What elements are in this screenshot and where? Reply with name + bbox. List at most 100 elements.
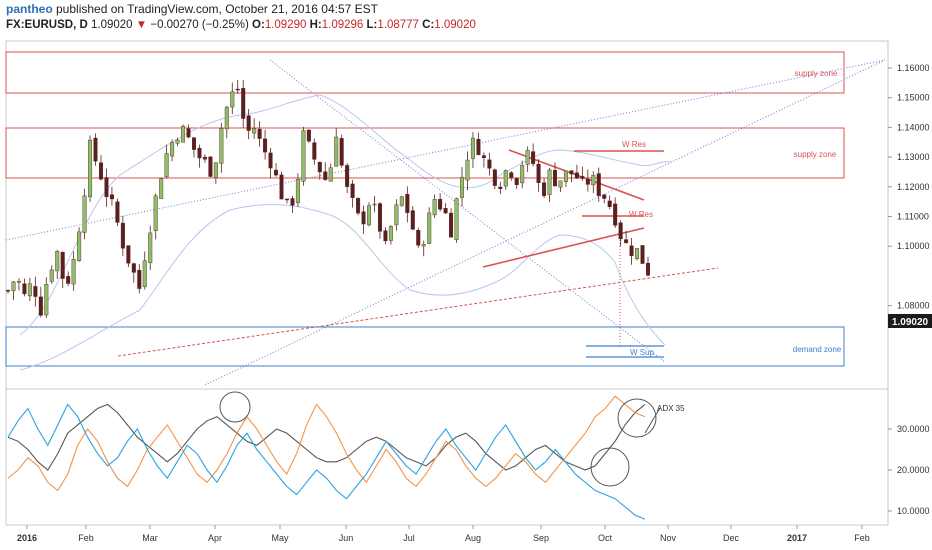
candle-body (591, 175, 596, 186)
candle-body (498, 186, 503, 189)
candle-body (640, 245, 645, 264)
candle-body (509, 172, 514, 178)
time-tick-label: 2017 (787, 533, 807, 543)
candle-body (553, 170, 558, 187)
candle-body (257, 128, 262, 139)
candle-body (312, 142, 317, 160)
adx-label: ADX 35 (657, 404, 685, 413)
candle-body (323, 171, 328, 180)
candle-body (11, 281, 16, 292)
di-plus-line (7, 395, 646, 492)
w-res-label-2: W Res (629, 210, 653, 219)
candle-body (164, 153, 169, 178)
candle-body (279, 174, 284, 200)
candle-body (460, 176, 465, 198)
low-value: 1.08777 (377, 19, 419, 31)
candle-body (635, 248, 640, 259)
candle-body (585, 178, 590, 185)
supply-zone-upper (5, 51, 845, 94)
candle-body (563, 170, 568, 182)
candle-body (44, 284, 49, 316)
candle-body (191, 137, 196, 150)
candle-body (356, 198, 361, 214)
candle-body (142, 260, 147, 288)
candle-body (547, 169, 552, 195)
indicator-pane-frame (5, 388, 889, 526)
candle-body (596, 173, 601, 196)
adx-pointer-line (644, 407, 661, 434)
candle-body (202, 156, 207, 160)
candle-body (646, 262, 651, 276)
descending-diagonal (269, 59, 666, 363)
price-tick-label: 1.15000 (897, 93, 930, 103)
published-text: published on TradingView.com, October 21… (52, 2, 378, 16)
candle-body (569, 170, 574, 175)
candle-body (16, 281, 21, 283)
candle-body (159, 178, 164, 199)
candle-body (394, 204, 399, 226)
candle-body (503, 170, 508, 187)
candle-body (284, 198, 289, 201)
adx-tick-label: 20.0000 (897, 465, 930, 475)
symbol-label: FX:EURUSD, D (6, 19, 88, 31)
change-value: −0.00270 (−0.25%) (150, 19, 249, 31)
candle-body (317, 161, 322, 173)
price-tick-label: 1.10000 (897, 241, 930, 251)
candle-body (607, 200, 612, 207)
candle-body (405, 194, 410, 213)
candle-body (618, 222, 623, 240)
last-price: 1.09020 (90, 19, 133, 31)
candle-body (274, 169, 279, 176)
price-axis-ticks: 1.16000 1.15000 1.14000 1.13000 1.12000 1.110… (888, 63, 930, 311)
candle-body (224, 106, 229, 130)
time-tick-label: Dec (723, 533, 740, 543)
supply-zone-label-2: supply zone (794, 150, 837, 159)
candlestick-series (5, 79, 651, 318)
candle-body (514, 178, 519, 185)
price-tick-label: 1.11000 (897, 212, 929, 222)
candle-body (454, 198, 459, 240)
time-tick-label: Sep (533, 533, 549, 543)
adx-peak-circle (219, 391, 251, 423)
candle-body (55, 251, 60, 272)
candle-body (175, 139, 180, 144)
open-label: O: (252, 19, 265, 31)
supply-zone-lower (5, 127, 845, 179)
candle-body (306, 129, 311, 142)
candle-body (252, 128, 257, 134)
w-sup-label: W Sup (630, 348, 655, 357)
time-tick-label: Nov (660, 533, 677, 543)
crossover-circle (590, 447, 630, 487)
candle-body (131, 263, 136, 273)
adx-tick-label: 30.0000 (897, 424, 930, 434)
candle-body (268, 152, 273, 169)
author-name[interactable]: pantheo (6, 2, 53, 16)
candle-body (334, 136, 339, 167)
candle-body (230, 91, 235, 108)
candle-body (88, 139, 93, 198)
candle-body (328, 167, 333, 182)
candle-body (38, 296, 43, 316)
candle-body (153, 195, 158, 231)
candle-body (109, 194, 114, 200)
candle-body (208, 156, 213, 177)
candle-body (416, 229, 421, 246)
upper-channel-line (5, 59, 886, 241)
time-tick-label: Feb (78, 533, 94, 543)
price-tick-label: 1.14000 (897, 122, 930, 132)
time-tick-label: Aug (465, 533, 481, 543)
candle-body (98, 162, 103, 180)
candle-body (263, 138, 268, 153)
candle-body (60, 251, 65, 279)
candle-body (170, 142, 175, 157)
candle-body (345, 165, 350, 187)
time-tick-label: May (271, 533, 289, 543)
candle-body (410, 210, 415, 230)
candle-body (219, 128, 224, 164)
demand-zone-label: demand zone (793, 345, 842, 354)
close-value: 1.09020 (434, 19, 476, 31)
candle-body (104, 177, 109, 198)
di-minus-line (7, 403, 646, 520)
time-tick-label: 2016 (17, 533, 37, 543)
